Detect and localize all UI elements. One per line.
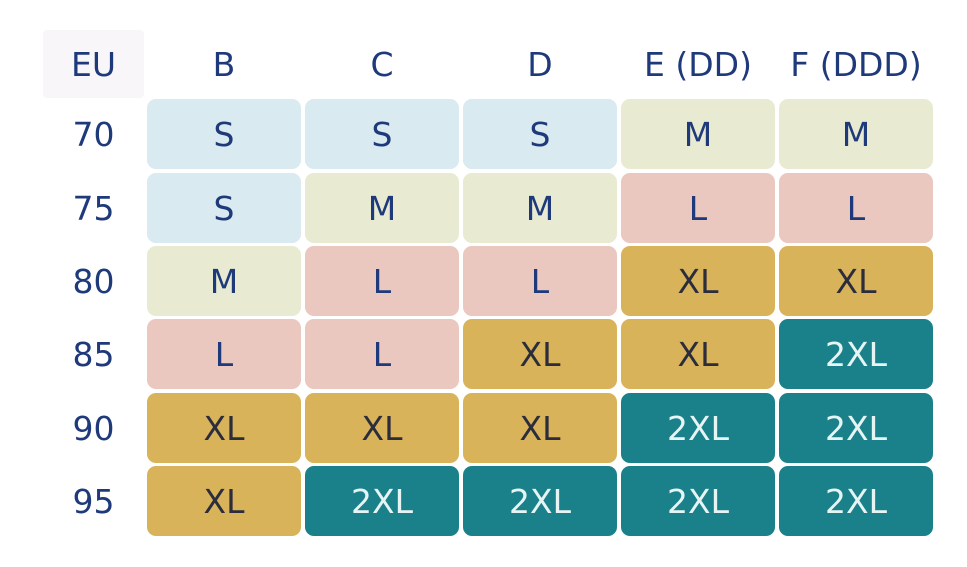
size-cell: XL: [779, 246, 933, 316]
size-cell: 2XL: [463, 466, 617, 536]
size-cell: M: [305, 173, 459, 243]
size-cell: XL: [147, 393, 301, 463]
row-header: 75: [72, 188, 115, 228]
size-cell: XL: [305, 393, 459, 463]
column-header: F (DDD): [790, 44, 922, 84]
size-cell: S: [463, 99, 617, 169]
column-header: E (DD): [644, 44, 752, 84]
row-header: 90: [72, 408, 115, 448]
row-header: 85: [72, 334, 115, 374]
row-header: 70: [72, 114, 115, 154]
size-cell: S: [147, 173, 301, 243]
row-header: 95: [72, 481, 115, 521]
size-cell: S: [147, 99, 301, 169]
size-cell: L: [305, 319, 459, 389]
size-cell: XL: [463, 393, 617, 463]
corner-header: EU: [43, 30, 144, 98]
size-cell: 2XL: [621, 393, 775, 463]
column-header: B: [212, 44, 236, 84]
size-cell: L: [305, 246, 459, 316]
size-cell: M: [147, 246, 301, 316]
size-cell: XL: [621, 246, 775, 316]
size-cell: M: [463, 173, 617, 243]
row-header: 80: [72, 261, 115, 301]
size-cell: 2XL: [779, 319, 933, 389]
size-cell: L: [779, 173, 933, 243]
size-cell: S: [305, 99, 459, 169]
size-cell: L: [147, 319, 301, 389]
size-cell: 2XL: [779, 466, 933, 536]
size-cell: M: [779, 99, 933, 169]
column-header: C: [370, 44, 394, 84]
size-cell: XL: [621, 319, 775, 389]
size-cell: L: [463, 246, 617, 316]
size-cell: 2XL: [779, 393, 933, 463]
size-cell: XL: [147, 466, 301, 536]
size-cell: M: [621, 99, 775, 169]
size-cell: L: [621, 173, 775, 243]
size-cell: 2XL: [305, 466, 459, 536]
size-cell: 2XL: [621, 466, 775, 536]
column-header: D: [527, 44, 553, 84]
size-cell: XL: [463, 319, 617, 389]
